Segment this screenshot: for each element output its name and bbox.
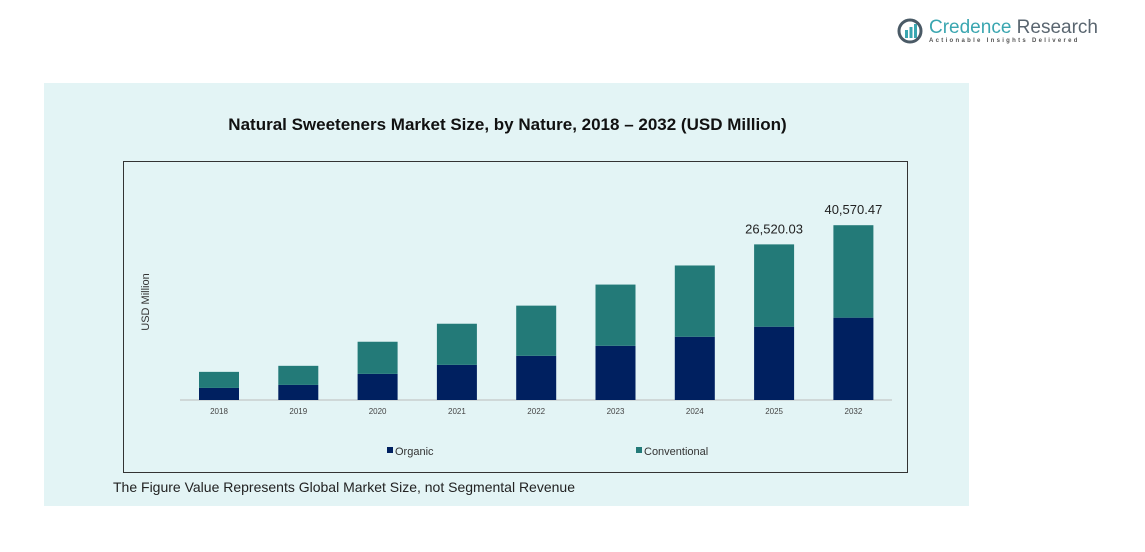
legend-swatch-organic [387, 447, 393, 453]
x-tick-label: 2023 [607, 407, 625, 416]
bar-organic-2025 [754, 326, 795, 400]
logo-name-b: Research [1011, 17, 1098, 38]
bar-conventional-2022 [516, 305, 557, 356]
bar-conventional-2025 [754, 244, 795, 327]
bar-conventional-2020 [357, 341, 398, 374]
data-label-2025: 26,520.03 [745, 221, 803, 236]
data-label-2032: 40,570.47 [824, 202, 882, 217]
footnote: The Figure Value Represents Global Marke… [113, 479, 575, 495]
bar-conventional-2021 [436, 323, 477, 365]
chart-panel [44, 83, 969, 506]
x-tick-label: 2019 [289, 407, 307, 416]
bar-conventional-2024 [674, 265, 715, 337]
bar-organic-2021 [436, 364, 477, 400]
logo-name-a: Credence [929, 17, 1012, 38]
bar-organic-2022 [516, 355, 557, 400]
bar-conventional-2019 [278, 365, 319, 385]
bar-organic-2023 [595, 345, 636, 400]
x-tick-label: 2020 [369, 407, 387, 416]
chart-title: Natural Sweeteners Market Size, by Natur… [228, 115, 787, 134]
x-tick-label: 2025 [765, 407, 783, 416]
legend-label-conventional: Conventional [644, 446, 708, 458]
bar-conventional-2018 [199, 371, 239, 388]
legend-label-organic: Organic [395, 446, 434, 458]
x-tick-label: 2024 [686, 407, 704, 416]
bar-organic-2019 [278, 384, 319, 400]
bar-conventional-2032 [833, 225, 874, 318]
bar-conventional-2023 [595, 284, 636, 346]
logo-icon [897, 18, 923, 44]
credence-research-logo: Credence Research Actionable Insights De… [897, 18, 1098, 44]
bar-organic-2018 [199, 387, 239, 400]
legend-swatch-conventional [636, 447, 642, 453]
chart-frame [123, 161, 908, 473]
y-axis-label: USD Million [140, 273, 152, 330]
x-tick-label: 2022 [527, 407, 545, 416]
x-tick-label: 2032 [845, 407, 863, 416]
x-tick-label: 2018 [210, 407, 228, 416]
bar-organic-2032 [833, 317, 874, 400]
x-tick-label: 2021 [448, 407, 466, 416]
logo-tagline: Actionable Insights Delivered [929, 38, 1080, 44]
bar-organic-2024 [674, 336, 715, 400]
bar-organic-2020 [357, 373, 398, 400]
